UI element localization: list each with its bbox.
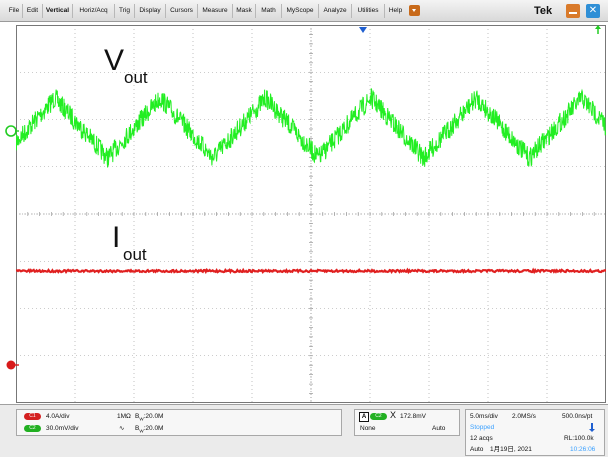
menu-display[interactable]: Display [135, 4, 166, 18]
ch2-coupling-icon: ∿ [119, 425, 125, 432]
channel-panel: C1 4.0A/div 1MΩ BW:20.0M C2 30.0mV/div ∿… [16, 409, 342, 436]
ch1-scale[interactable]: 4.0A/div [46, 413, 70, 420]
vout-label: V [104, 44, 124, 77]
trigger-a-icon: A [359, 412, 369, 422]
single-seq-arrow-icon [589, 429, 595, 432]
trigger-slope-icon: X [390, 410, 397, 420]
menu-utilities[interactable]: Utilities [352, 4, 385, 18]
vout-waveform-trace [16, 88, 606, 168]
acquisition-date: 1月19日, 2021 [490, 446, 532, 453]
ch2-ground-marker-icon[interactable] [5, 125, 19, 137]
trigger-source-badge: C2 [370, 413, 387, 420]
menu-mask[interactable]: Mask [233, 4, 256, 18]
menu-bar: File Edit Vertical Horiz/Acq Trig Displa… [0, 0, 608, 22]
ch2-scale[interactable]: 30.0mV/div [46, 425, 79, 432]
trigger-type: None [360, 425, 376, 432]
sample-rate: 2.0MS/s [512, 413, 536, 420]
trigger-level: 172.8mV [400, 413, 427, 420]
trigger-level-marker-icon[interactable] [595, 25, 601, 34]
ch1-bandwidth: BW:20.0M [135, 413, 164, 422]
ch1-ground-marker-icon[interactable] [6, 360, 20, 370]
waveform-display[interactable]: V out I out [16, 25, 606, 403]
vout-label-subscript: out [124, 68, 148, 87]
menu-trig[interactable]: Trig [115, 4, 135, 18]
acquisition-count: 12 acqs [470, 435, 493, 442]
acquisition-status: Stopped [470, 424, 495, 431]
menu-edit[interactable]: Edit [23, 4, 43, 18]
menu-help[interactable]: Help [388, 7, 403, 14]
close-icon[interactable]: ✕ [586, 4, 600, 18]
ch1-badge[interactable]: C1 [24, 413, 41, 420]
trigger-panel[interactable]: A C2 X 172.8mV None Auto [354, 409, 460, 436]
acquisition-panel[interactable]: 5.0ms/div 2.0MS/s 500.0ns/pt Stopped 12 … [465, 409, 605, 456]
single-seq-icon [591, 423, 593, 429]
minimize-icon[interactable] [566, 4, 580, 18]
trigger-position-marker-icon[interactable] [359, 27, 367, 33]
ch1-coupling: 1MΩ [117, 413, 131, 420]
status-bar: C1 4.0A/div 1MΩ BW:20.0M C2 30.0mV/div ∿… [0, 404, 608, 457]
menu-measure[interactable]: Measure [198, 4, 233, 18]
menu-file[interactable]: File [6, 4, 23, 18]
menu-cursors[interactable]: Cursors [166, 4, 198, 18]
ch2-bandwidth: BW:20.0M [135, 425, 164, 434]
ch2-badge[interactable]: C2 [24, 425, 41, 432]
iout-label: I [112, 221, 120, 254]
menu-analyze[interactable]: Analyze [319, 4, 352, 18]
help-dropdown-icon[interactable] [409, 5, 420, 16]
menu-horiz-acq[interactable]: Horiz/Acq [73, 4, 115, 18]
record-length: RL:100.0k [564, 435, 594, 442]
acquisition-time: 10:26:06 [570, 446, 596, 453]
time-resolution: 500.0ns/pt [562, 413, 593, 420]
menu-vertical[interactable]: Vertical [43, 4, 73, 18]
graticule-border [16, 25, 606, 403]
graticule-grid [16, 25, 606, 403]
menu-myscope[interactable]: MyScope [282, 4, 319, 18]
trigger-mode: Auto [432, 425, 446, 432]
menu-math[interactable]: Math [256, 4, 282, 18]
time-per-div: 5.0ms/div [470, 413, 498, 420]
acquisition-mode: Auto [470, 446, 484, 453]
brand-logo: Tek [534, 5, 553, 17]
iout-waveform-trace [16, 267, 606, 275]
iout-label-subscript: out [123, 245, 147, 264]
